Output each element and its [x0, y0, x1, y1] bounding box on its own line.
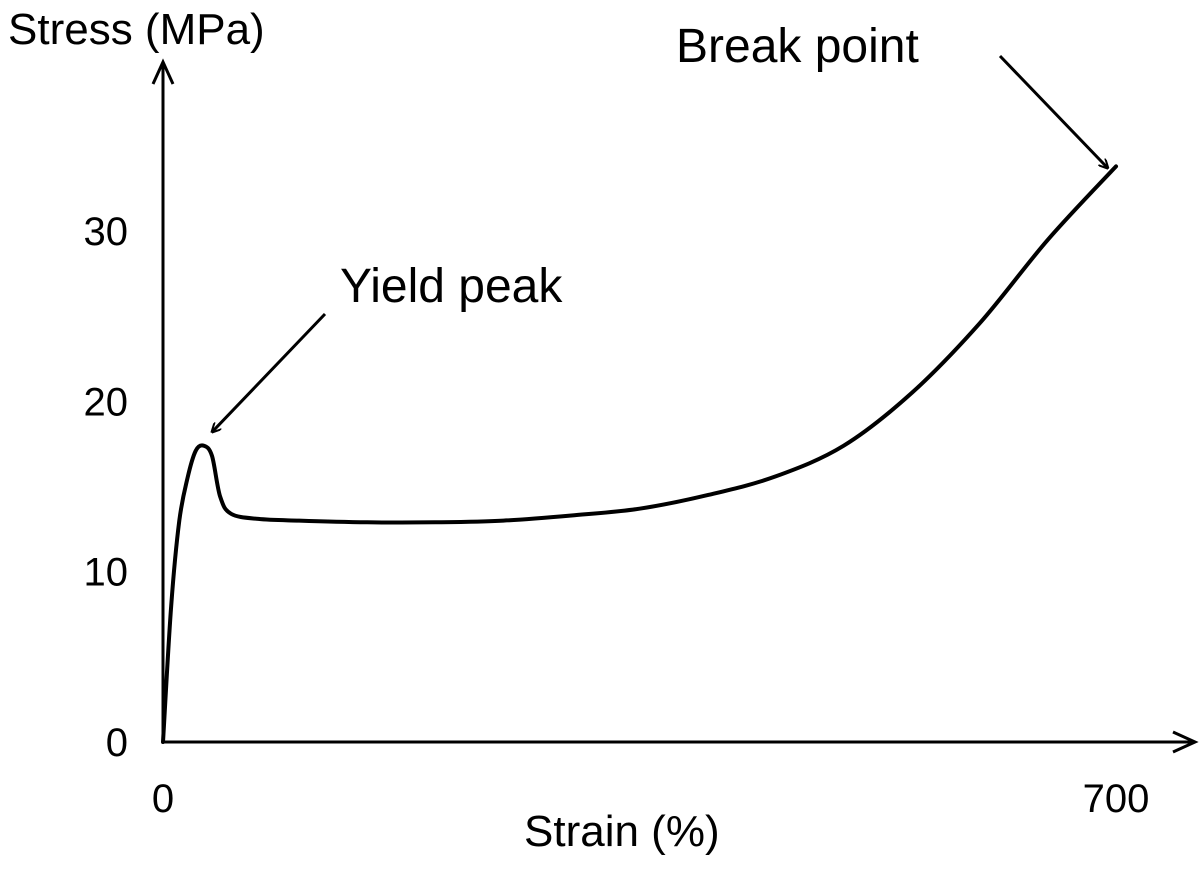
break-point-label: Break point [676, 20, 919, 73]
axes [151, 58, 1199, 754]
yield-peak-arrow [212, 312, 327, 432]
series-layer [161, 164, 1118, 744]
x-tick-labels: 0 700 [152, 777, 1150, 821]
y-tick-label: 0 [106, 721, 128, 765]
y-axis-arrowhead [151, 58, 175, 85]
x-tick-label: 700 [1083, 777, 1150, 821]
break-point-arrow [998, 54, 1108, 168]
y-tick-label: 20 [84, 380, 129, 424]
x-tick-label: 0 [152, 777, 174, 821]
y-tick-label: 10 [84, 551, 129, 595]
x-axis-title: Strain (%) [524, 807, 720, 856]
stress-strain-curve [161, 164, 1118, 744]
x-axis-arrowhead [1172, 730, 1199, 754]
yield-peak-label: Yield peak [340, 260, 563, 313]
annotation-layer: Yield peak Break point [212, 20, 1108, 432]
y-axis-title: Stress (MPa) [8, 5, 265, 54]
y-tick-label: 30 [84, 210, 129, 254]
y-tick-labels: 0 10 20 30 [84, 210, 129, 765]
